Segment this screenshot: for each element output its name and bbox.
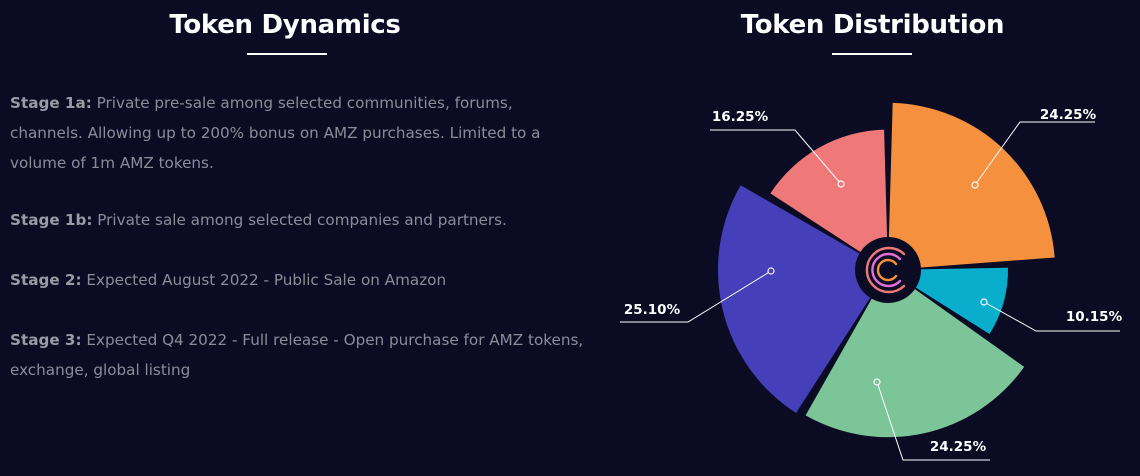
stage-1b-text: Private sale among selected companies an… — [92, 211, 507, 229]
leader-dot-5 — [837, 180, 845, 188]
stage-3-text: Expected Q4 2022 - Full release - Open p… — [10, 331, 584, 379]
slice-label-2: 10.15% — [1066, 309, 1123, 325]
leader-line-5 — [710, 129, 842, 185]
c-logo-icon — [855, 237, 921, 303]
slice-label-4: 25.10% — [624, 302, 681, 318]
slice-label-3: 24.25% — [930, 439, 987, 455]
stage-1a-paragraph: Stage 1a: Private pre-sale among selecte… — [10, 88, 590, 178]
leader-lines — [620, 121, 1120, 461]
pie-slice-2 — [913, 267, 1008, 335]
leader-line-1 — [974, 121, 1095, 186]
leader-line-3 — [876, 381, 990, 461]
leader-line-2 — [983, 301, 1120, 332]
token-distribution-underline — [832, 53, 912, 55]
token-distribution-chart: 24.25% 10.15% 24.25% 25.10% 16.25% — [620, 102, 1123, 461]
leader-dot-4 — [767, 267, 775, 275]
stage-1a-label: Stage 1a: — [10, 94, 92, 112]
token-distribution-title: Token Distribution — [740, 10, 1005, 40]
stage-3-paragraph: Stage 3: Expected Q4 2022 - Full release… — [10, 325, 590, 385]
stage-2-label: Stage 2: — [10, 271, 82, 289]
leader-dot-2 — [980, 298, 988, 306]
stage-1b-label: Stage 1b: — [10, 211, 93, 229]
pie-slice-5 — [770, 129, 888, 254]
stage-2-paragraph: Stage 2: Expected August 2022 - Public S… — [10, 265, 590, 295]
token-dynamics-title: Token Dynamics — [169, 10, 401, 40]
pie-slice-3 — [805, 287, 1025, 438]
leader-line-4 — [620, 270, 772, 323]
slice-label-1: 24.25% — [1040, 107, 1097, 123]
slice-labels: 24.25% 10.15% 24.25% 25.10% 16.25% — [624, 107, 1123, 455]
leader-dot-1 — [971, 181, 979, 189]
stage-2-text: Expected August 2022 - Public Sale on Am… — [81, 271, 447, 289]
slice-label-5: 16.25% — [712, 109, 769, 125]
token-dynamics-underline — [247, 53, 327, 55]
stage-1b-paragraph: Stage 1b: Private sale among selected co… — [10, 205, 590, 235]
stage-1a-text: Private pre-sale among selected communit… — [10, 94, 541, 172]
leader-dot-3 — [873, 378, 881, 386]
stage-3-label: Stage 3: — [10, 331, 82, 349]
pie-slice-4 — [718, 185, 872, 413]
